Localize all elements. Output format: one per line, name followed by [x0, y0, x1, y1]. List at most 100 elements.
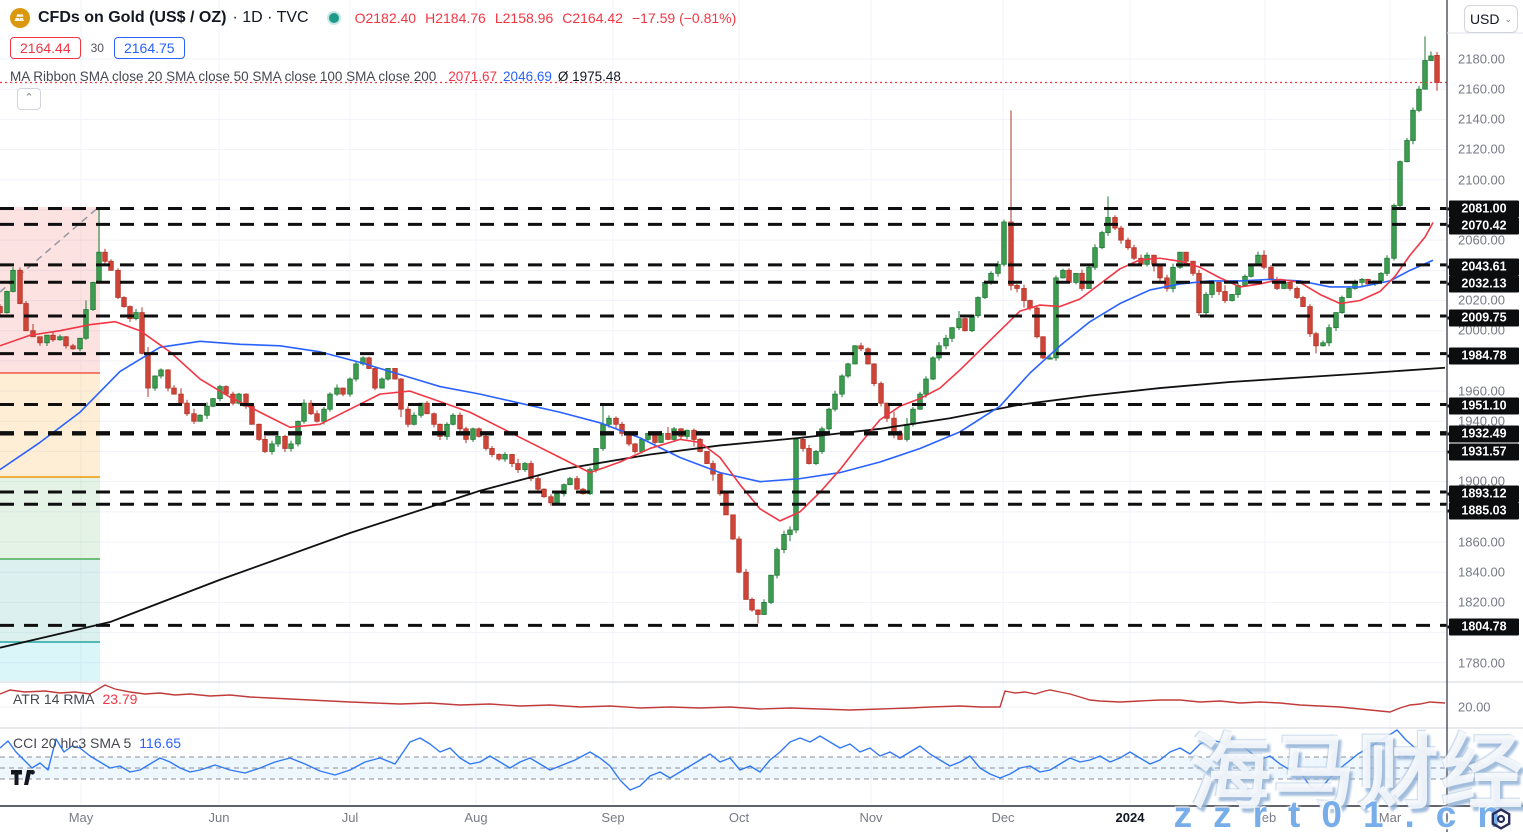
candle-body: [632, 443, 638, 452]
candle-body: [832, 393, 838, 410]
candle-body: [470, 428, 476, 440]
chevron-down-icon: ⌄: [1504, 13, 1513, 24]
candle-body: [424, 402, 430, 415]
candle-body: [943, 337, 949, 347]
price-tick: 2140.00: [1458, 111, 1505, 127]
candle-body: [152, 375, 158, 389]
candle-body: [243, 393, 249, 407]
candle-body: [1346, 288, 1352, 298]
order-buttons-row: 2164.44 30 2164.75: [10, 36, 736, 60]
candle-body: [865, 348, 871, 365]
candle-body: [1060, 269, 1066, 279]
candle-body: [17, 269, 23, 304]
candle-body: [340, 387, 346, 395]
price-level-badge: 2043.61: [1449, 258, 1519, 276]
candle-body: [1410, 109, 1416, 141]
sell-button[interactable]: 2164.44: [10, 37, 81, 59]
candle-body: [826, 408, 832, 430]
price-zone: [0, 207, 100, 373]
candle-body: [949, 327, 955, 339]
candle-body: [884, 402, 890, 419]
price-level-badge: 2009.75: [1449, 309, 1519, 327]
price-zone: [0, 477, 100, 559]
candle-body: [774, 549, 780, 576]
candle-body: [1339, 297, 1345, 313]
candle-body: [554, 493, 560, 504]
candle-body: [334, 387, 340, 395]
candle-body: [366, 357, 372, 369]
price-level-badge: 2032.13: [1449, 275, 1519, 293]
candle-body: [1047, 357, 1053, 360]
month-label: Feb: [1253, 810, 1277, 825]
candle-body: [288, 443, 294, 449]
tradingview-logo[interactable]: [11, 770, 37, 788]
candle-body: [619, 423, 625, 434]
ma-value: 2046.69: [503, 68, 552, 84]
candle-body: [30, 330, 36, 338]
candle-body: [806, 448, 812, 464]
ma-ribbon-label[interactable]: MA Ribbon SMA close 20 SMA close 50 SMA …: [10, 68, 437, 84]
candle-body: [787, 529, 793, 535]
candle-body: [57, 336, 63, 341]
candle-body: [1021, 288, 1027, 301]
candle-body: [1190, 260, 1196, 274]
month-label: 2024: [1115, 810, 1145, 825]
price-tick: 2160.00: [1458, 81, 1505, 97]
price-level-badge: 2081.00: [1449, 200, 1519, 218]
ohlc-values: O2182.40 H2184.76 L2158.96 C2164.42 −17.59 (…: [355, 10, 737, 26]
candle-body: [800, 438, 806, 449]
currency-label: USD: [1469, 11, 1500, 27]
candle-body: [1359, 278, 1365, 283]
price-level-badge: 1893.12: [1449, 485, 1519, 503]
cci-line: [0, 729, 1434, 793]
candle-body: [450, 414, 456, 425]
candle-body: [502, 454, 508, 460]
month-label: Jul: [341, 810, 359, 825]
price-tick: 2180.00: [1458, 51, 1505, 67]
ohlc-item: O2182.40: [354, 10, 417, 26]
candle-body: [1053, 277, 1059, 359]
candle-body: [63, 336, 69, 347]
candle-body: [923, 378, 929, 395]
candle-body: [1177, 251, 1183, 268]
price-tick: 1960.00: [1458, 383, 1505, 399]
candle-body: [1428, 55, 1434, 61]
candle-body: [956, 318, 962, 329]
symbol-title[interactable]: CFDs on Gold (US$ / OZ): [38, 9, 227, 26]
candle-body: [936, 345, 942, 359]
symbol-timeframe-exchange[interactable]: · 1D · TVC: [232, 9, 309, 26]
candle-body: [236, 393, 242, 404]
candle-body: [77, 337, 83, 350]
candle-body: [1300, 297, 1306, 307]
candle-body: [1229, 294, 1235, 301]
candle-body: [70, 345, 76, 350]
candle-body: [697, 438, 703, 452]
candle-body: [541, 488, 547, 498]
candle-body: [115, 269, 121, 298]
candle-body: [133, 312, 139, 320]
candle-body: [1422, 60, 1428, 90]
currency-selector[interactable]: USD ⌄: [1464, 5, 1518, 33]
candle-body: [593, 448, 599, 470]
sma20-line: [0, 222, 1434, 522]
ohlc-item: C2164.42: [562, 10, 623, 26]
candle-body: [321, 408, 327, 422]
price-level-badge: 1931.57: [1449, 443, 1519, 461]
month-label: May: [68, 810, 94, 825]
candle-body: [522, 463, 528, 470]
candle-body: [904, 423, 910, 440]
candle-body: [1086, 266, 1092, 289]
price-level-badge: 2070.42: [1449, 217, 1519, 235]
ma-value: Ø 1975.48: [557, 68, 621, 84]
collapse-legend-button[interactable]: ⌃: [17, 88, 41, 110]
candle-body: [858, 345, 864, 350]
buy-button[interactable]: 2164.75: [113, 37, 185, 59]
candle-body: [145, 352, 151, 389]
gear-icon[interactable]: [1490, 808, 1512, 830]
candle-body: [184, 402, 190, 415]
month-label: Mar: [1378, 810, 1402, 825]
atr-indicator-label[interactable]: ATR 14 RMA 23.79: [13, 691, 138, 707]
candle-body: [1099, 232, 1105, 249]
cci-indicator-label[interactable]: CCI 20 hlc3 SMA 5 116.65: [13, 735, 182, 751]
